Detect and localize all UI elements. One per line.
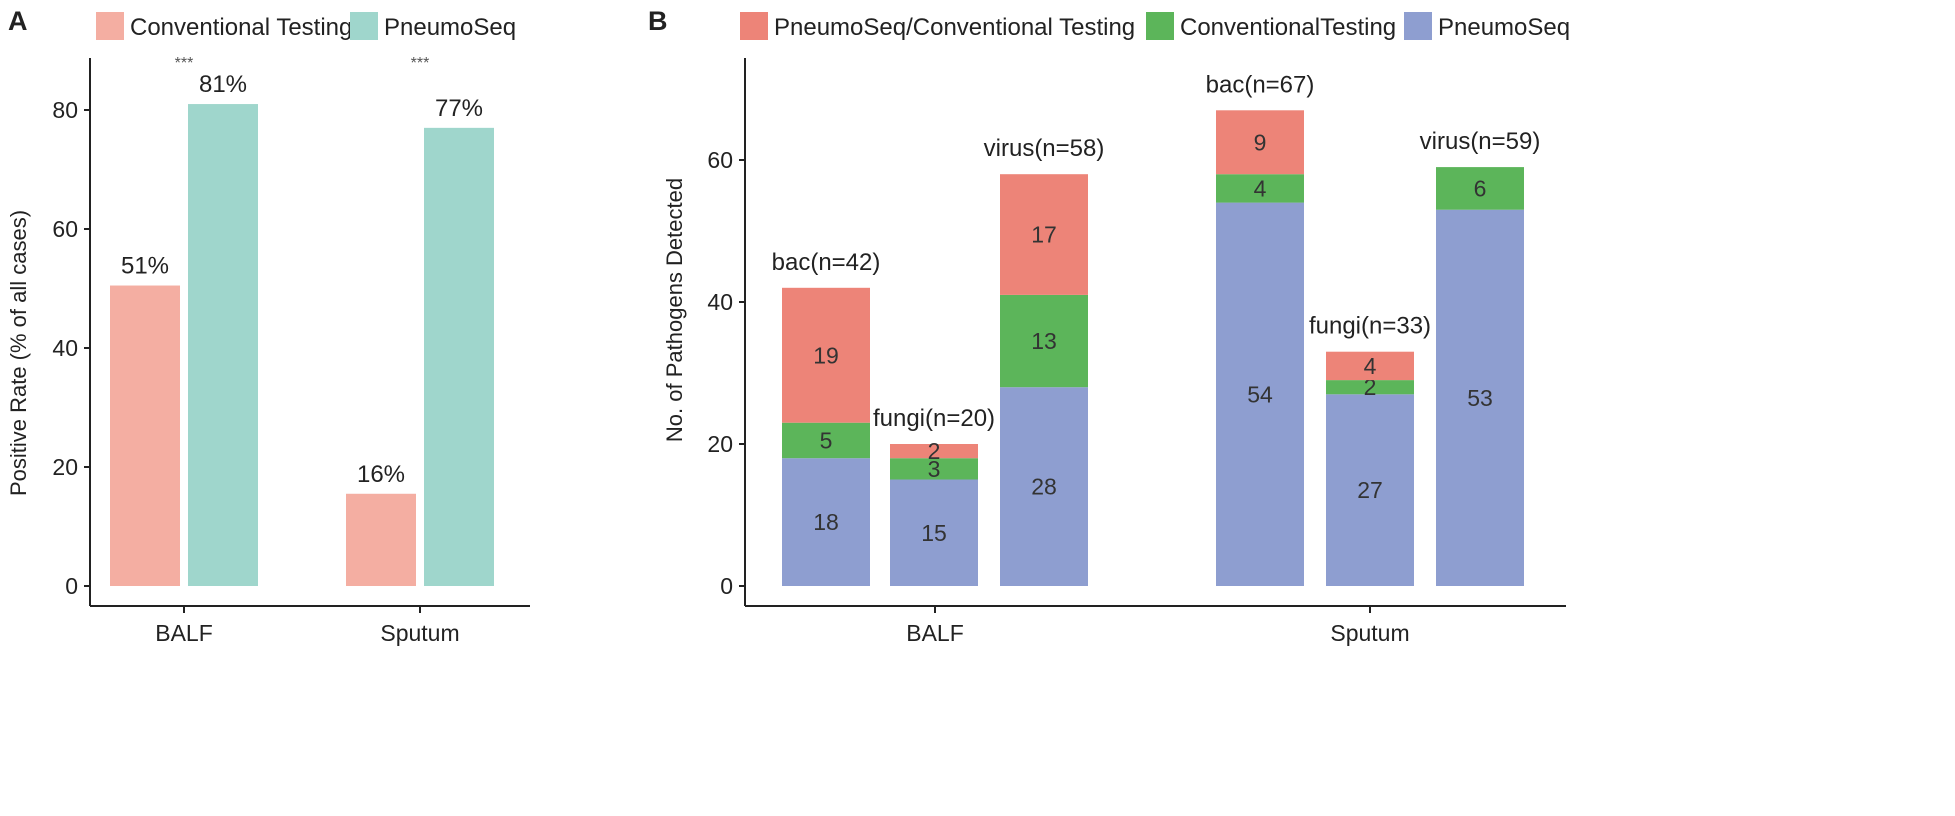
panel-b-bar-segment-pneumoseq <box>1436 209 1524 586</box>
panel-a-axes <box>89 58 530 607</box>
panel-b-segment-label: 5 <box>820 427 833 453</box>
panel-b-segment-label: 6 <box>1474 175 1487 201</box>
legend-b-pneumoseq-swatch <box>1404 12 1432 40</box>
panel-b-bar-label: bac(n=42) <box>772 249 881 276</box>
panel-a-y-tick-label: 20 <box>52 454 78 480</box>
panel-b-bar-segment-pneumoseq <box>1000 387 1088 586</box>
panel-b-segment-label: 17 <box>1031 222 1057 248</box>
panel-b-segment-label: 4 <box>1254 175 1267 201</box>
panel-b-bar-label: virus(n=58) <box>984 135 1105 162</box>
panel-b-x-ticks: BALF Sputum <box>906 606 1410 646</box>
panel-a-y-ticks: 0 20 40 60 80 <box>52 97 90 599</box>
panel-a-legend: Conventional Testing PneumoSeq <box>96 12 516 41</box>
panel-b-segment-label: 27 <box>1357 477 1383 503</box>
panel-a-letter: A <box>8 6 28 36</box>
panel-a-significance: *** <box>175 55 194 72</box>
panel-b-segment-label: 54 <box>1247 381 1273 407</box>
panel-b-bar-label: virus(n=59) <box>1420 128 1541 155</box>
panel-b-axes <box>744 58 1566 607</box>
panel-a-x-tick-label: Sputum <box>380 620 459 646</box>
panel-b-bar-segment-conventional <box>1216 174 1304 203</box>
panel-b-x-tick-label: Sputum <box>1330 620 1409 646</box>
legend-b-conventional-label: ConventionalTesting <box>1180 14 1396 41</box>
panel-a-bar <box>346 493 416 586</box>
panel-b-bar-segment-both <box>1216 110 1304 175</box>
panel-a-bar <box>110 285 180 586</box>
panel-b-bar-segment-both <box>782 287 870 423</box>
panel-a-x-tick-label: BALF <box>155 620 213 646</box>
panel-b-bar-label: fungi(n=33) <box>1309 313 1431 340</box>
panel-a-x-ticks: BALF Sputum <box>155 606 460 646</box>
panel-b-x-tick-label: BALF <box>906 620 964 646</box>
panel-b-y-tick-label: 0 <box>720 573 733 599</box>
panel-b-bar-segment-pneumoseq <box>782 458 870 586</box>
panel-a-bars: 51% 81% *** 16% 77% *** <box>110 55 494 587</box>
panel-b-y-axis-title: No. of Pathogens Detected <box>662 178 687 442</box>
panel-a-bar <box>424 127 494 586</box>
panel-b-segment-label: 2 <box>928 438 941 464</box>
panel-a-bar-label: 77% <box>435 95 483 122</box>
panel-b-bar-segment-pneumoseq <box>1216 202 1304 586</box>
panel-b-segment-label: 53 <box>1467 385 1493 411</box>
panel-b-bar-segment-conventional <box>1000 294 1088 388</box>
panel-b-bar-segment-conventional <box>1436 167 1524 210</box>
panel-a-bar-label: 51% <box>121 253 169 280</box>
panel-b-bar-segment-conventional <box>890 458 978 480</box>
legend-a-pneumoseq-label: PneumoSeq <box>384 14 516 41</box>
panel-a-bar-label: 16% <box>357 461 405 488</box>
panel-b-bar-segment-conventional <box>782 422 870 459</box>
panel-b-segment-label: 28 <box>1031 474 1057 500</box>
panel-b-bar-segment-conventional <box>1326 380 1414 395</box>
panel-a-y-tick-label: 40 <box>52 335 78 361</box>
panel-b-bar-segment-both <box>890 444 978 459</box>
panel-b-bar-segment-pneumoseq <box>890 479 978 586</box>
legend-b-overlap-label: PneumoSeq/Conventional Testing <box>774 14 1135 41</box>
panel-b-bar-label: bac(n=67) <box>1206 71 1315 98</box>
panel-b-y-ticks: 0 20 40 60 <box>707 147 745 599</box>
panel-b-bar-segment-both <box>1326 351 1414 381</box>
panel-b-bar-label: fungi(n=20) <box>873 405 995 432</box>
panel-b-y-tick-label: 20 <box>707 431 733 457</box>
legend-b-conventional-swatch <box>1146 12 1174 40</box>
panel-b-legend: PneumoSeq/Conventional Testing Conventio… <box>740 12 1570 41</box>
panel-b-segment-label: 13 <box>1031 328 1057 354</box>
panel-b-segment-label: 9 <box>1254 129 1267 155</box>
legend-a-conventional-swatch <box>96 12 124 40</box>
legend-b-overlap-swatch <box>740 12 768 40</box>
panel-b-y-tick-label: 40 <box>707 289 733 315</box>
panel-b-bar-segment-pneumoseq <box>1326 394 1414 586</box>
panel-b-bar-segment-both <box>1000 174 1088 295</box>
panel-b-segment-label: 4 <box>1364 353 1377 379</box>
panel-b-segment-label: 18 <box>813 509 839 535</box>
panel-a-significance: *** <box>411 55 430 72</box>
panel-b-y-tick-label: 60 <box>707 147 733 173</box>
panel-b-segment-label: 2 <box>1364 374 1377 400</box>
panel-b-letter: B <box>648 6 668 36</box>
panel-a-y-axis-title: Positive Rate (% of all cases) <box>6 210 31 496</box>
panel-b-segment-label: 15 <box>921 520 947 546</box>
legend-a-pneumoseq-swatch <box>350 12 378 40</box>
panel-b-segment-label: 19 <box>813 342 839 368</box>
legend-b-pneumoseq-label: PneumoSeq <box>1438 14 1570 41</box>
panel-a-bar-label: 81% <box>199 71 247 98</box>
panel-a-bar <box>188 104 258 587</box>
panel-a-y-tick-label: 80 <box>52 97 78 123</box>
panel-a-y-tick-label: 0 <box>65 573 78 599</box>
panel-b-segment-label: 3 <box>928 456 941 482</box>
legend-a-conventional-label: Conventional Testing <box>130 14 352 41</box>
panel-b-bars: 18519bac(n=42)1532fungi(n=20)281317virus… <box>772 71 1541 586</box>
panel-a-y-tick-label: 60 <box>52 216 78 242</box>
